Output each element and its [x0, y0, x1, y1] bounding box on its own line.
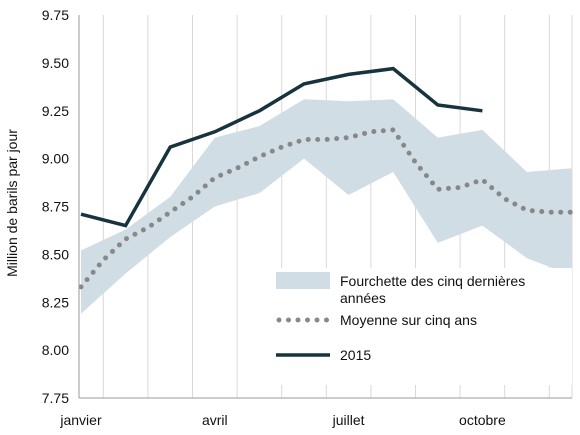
legend-label-band: années: [340, 290, 386, 306]
legend-label-2015: 2015: [340, 347, 371, 363]
y-tick-label: 7.75: [42, 390, 69, 406]
legend-label-band: Fourchette des cinq dernières: [340, 273, 525, 289]
x-tick-label: avril: [202, 412, 228, 428]
y-tick-label: 8.75: [42, 199, 69, 215]
x-tick-label: juillet: [332, 412, 365, 428]
x-tick-label: janvier: [59, 412, 102, 428]
legend-label-moyenne: Moyenne sur cinq ans: [340, 312, 477, 328]
legend-swatch-band: [276, 272, 330, 289]
y-tick-label: 9.00: [42, 151, 69, 167]
series-line-2015: [80, 66, 483, 228]
series-layer: [78, 66, 575, 290]
y-tick-label: 9.25: [42, 103, 69, 119]
y-tick-label: 9.75: [42, 7, 69, 23]
series-line-moyenne: [78, 127, 575, 290]
axes: 7.75 8.00 8.25 8.50 8.75 9.00 9.25 9.50 9.75 janv…: [4, 7, 572, 428]
x-tick-label: octobre: [459, 412, 506, 428]
y-tick-label: 8.50: [42, 246, 69, 262]
y-tick-label: 8.00: [42, 342, 69, 358]
range-band: [81, 99, 572, 314]
y-tick-label: 8.25: [42, 294, 69, 310]
y-tick-label: 9.50: [42, 55, 69, 71]
range-band-layer: [81, 99, 572, 314]
y-axis-label: Million de barils par jour: [4, 129, 20, 277]
